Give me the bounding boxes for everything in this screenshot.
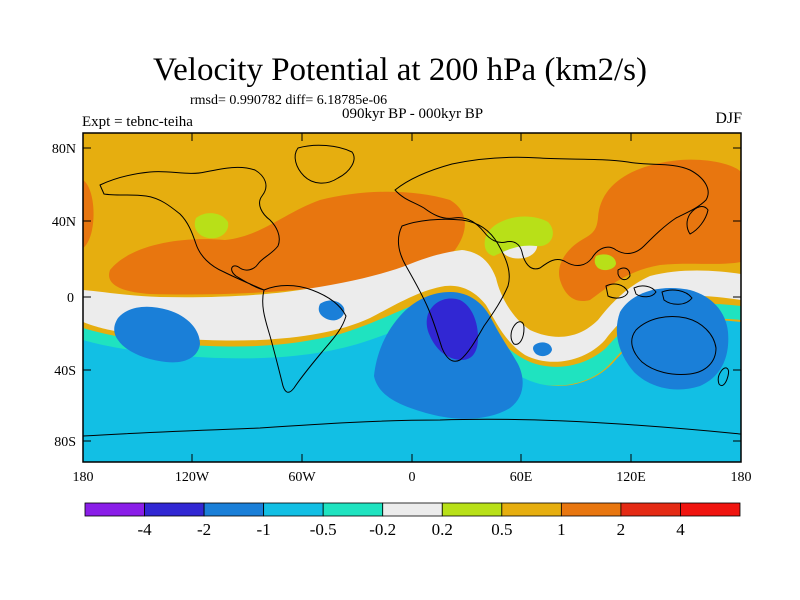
field-band-0.2-0.5-arabia xyxy=(484,216,553,256)
field-band-0.2-0.5-eastindian xyxy=(594,254,616,271)
colorbar-tick-label: -1 xyxy=(257,520,271,539)
coast-south-america xyxy=(262,285,347,393)
colorbar xyxy=(84,502,741,517)
coast-north-america xyxy=(99,166,280,291)
lat-axis-ticks xyxy=(83,147,741,442)
field-band-neg-1-indian xyxy=(533,342,552,357)
coast-antarctica xyxy=(83,418,741,437)
colorbar-swatch xyxy=(382,502,443,517)
lon-label: 60E xyxy=(510,470,533,485)
colorbar-swatch xyxy=(144,502,205,517)
field-band-2-4-north-atlantic xyxy=(109,191,465,295)
colorbar-swatch xyxy=(501,502,562,517)
lon-label: 180 xyxy=(731,470,752,485)
coast-maritime-continent xyxy=(605,267,693,305)
experiment-label: Expt = tebnc-teiha xyxy=(82,114,193,130)
lon-label: 180 xyxy=(73,470,94,485)
field-band-neutral xyxy=(83,250,741,362)
colorbar-tick-label: -2 xyxy=(197,520,211,539)
colorbar-swatch xyxy=(680,502,741,517)
field-band-2-4-west-edge xyxy=(83,180,94,248)
season-label: DJF xyxy=(715,110,742,127)
colorbar-swatch xyxy=(322,502,384,517)
lon-label: 60W xyxy=(288,470,316,485)
lon-label: 120E xyxy=(616,470,646,485)
colorbar-tick-label: -0.5 xyxy=(310,520,337,539)
coast-africa xyxy=(398,218,510,362)
lat-label: 40N xyxy=(52,215,76,230)
lon-axis-ticks xyxy=(82,133,742,462)
colorbar-swatch xyxy=(620,502,681,517)
coast-greenland xyxy=(294,144,355,184)
field-band-0.2-0.5-pacific xyxy=(194,213,229,239)
colorbar-labels: -4 -2 -1 -0.5 -0.2 0.2 0.5 1 2 4 xyxy=(137,520,685,539)
colorbar-tick-label: 0.2 xyxy=(432,520,453,539)
coast-eurasia xyxy=(394,156,709,270)
colorbar-swatch xyxy=(84,502,145,517)
colorbar-tick-label: 4 xyxy=(676,520,685,539)
lat-label: 40S xyxy=(54,364,76,379)
velocity-potential-field xyxy=(83,133,741,462)
lon-label: 120W xyxy=(175,470,210,485)
colorbar-tick-label: -4 xyxy=(137,520,152,539)
lat-label: 0 xyxy=(67,291,74,306)
colorbar-swatch xyxy=(560,502,622,517)
coastlines xyxy=(83,144,741,437)
lon-axis-labels: 180 120W 60W 0 60E 120E 180 xyxy=(73,470,752,485)
plot-subtitle: 090kyr BP - 000kyr BP xyxy=(341,106,484,122)
colorbar-swatch xyxy=(263,502,324,517)
coast-new-zealand xyxy=(717,367,729,387)
colorbar-tick-label: 1 xyxy=(557,520,566,539)
lon-label: 0 xyxy=(409,470,416,485)
field-band-neg-1-east-pacific xyxy=(114,306,200,363)
plot-title: Velocity Potential at 200 hPa (km2/s) xyxy=(152,52,648,88)
lat-axis-labels: 80N 40N 0 40S 80S xyxy=(52,142,76,450)
stats-text: rmsd= 0.990782 diff= 6.18785e-06 xyxy=(190,93,388,108)
colorbar-tick-label: -0.2 xyxy=(369,520,396,539)
colorbar-tick-label: 0.5 xyxy=(491,520,512,539)
lat-label: 80S xyxy=(54,435,76,450)
coast-australia xyxy=(631,316,717,375)
colorbar-swatch xyxy=(441,502,503,517)
field-band-neg-2-core xyxy=(426,298,478,360)
colorbar-swatch xyxy=(203,502,265,517)
coast-madagascar xyxy=(510,321,525,345)
coast-japan xyxy=(686,206,709,235)
lat-label: 80N xyxy=(52,142,76,157)
colorbar-tick-label: 2 xyxy=(617,520,626,539)
